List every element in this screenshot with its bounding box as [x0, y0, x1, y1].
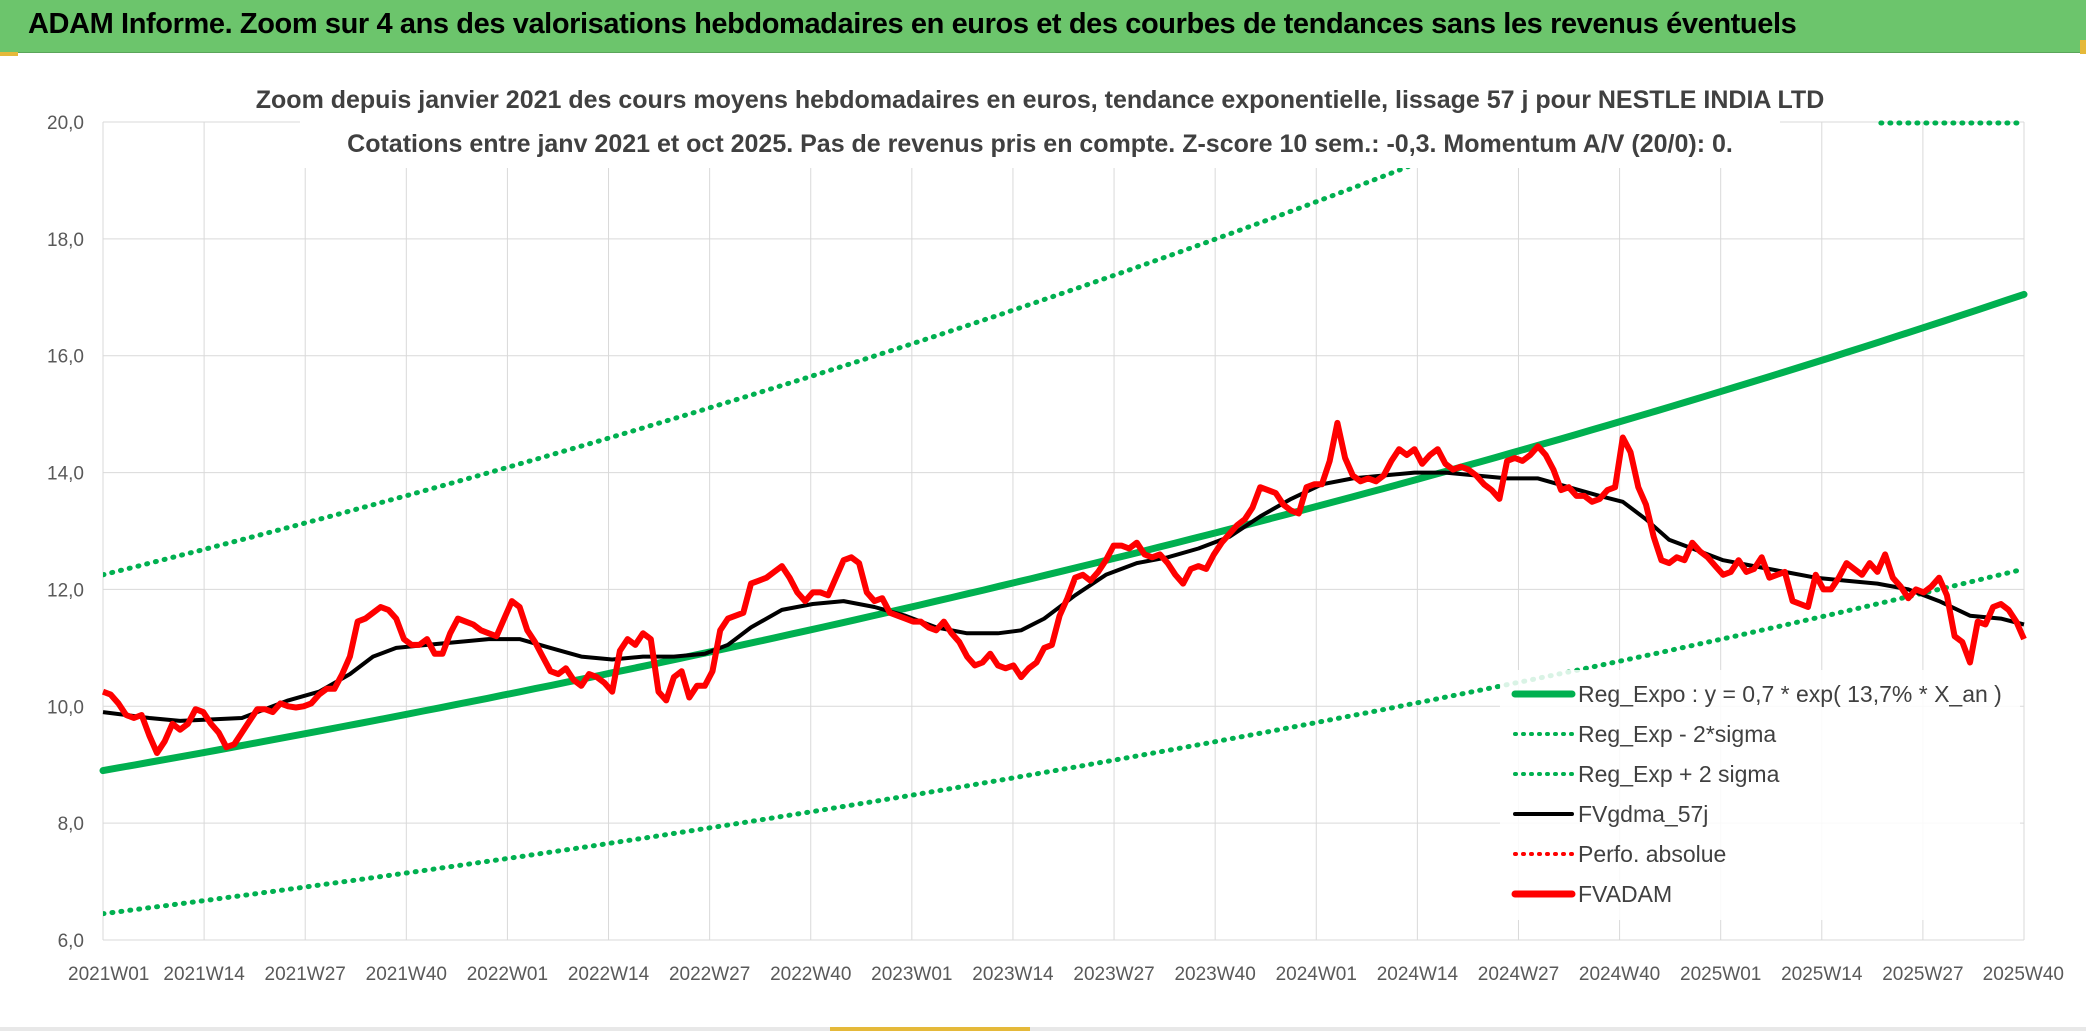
y-tick-label: 14,0 — [47, 464, 84, 485]
series-layer — [101, 419, 2027, 756]
y-tick-label: 16,0 — [47, 347, 84, 368]
band-group — [103, 122, 2024, 917]
x-tick-label: 2021W14 — [163, 964, 245, 985]
y-tick-label: 20,0 — [47, 113, 84, 134]
grid — [102, 121, 2025, 941]
x-tick-label: 2022W40 — [770, 964, 851, 985]
y-tick-label: 8,0 — [58, 814, 84, 835]
legend-background — [1500, 670, 2020, 920]
y-tick-label: 10,0 — [47, 697, 84, 718]
trend-line-layer — [99, 290, 2028, 775]
x-tick-label: 2025W14 — [1781, 964, 1863, 985]
band-lower-line — [103, 566, 2024, 917]
x-tick-label: 2021W27 — [265, 964, 346, 985]
legend-label: Perfo. absolue — [1578, 841, 1726, 867]
chart-frame: Zoom depuis janvier 2021 des cours moyen… — [0, 54, 2086, 1031]
x-tick-label: 2025W01 — [1680, 964, 1761, 985]
y-tick-label: 12,0 — [47, 580, 84, 601]
legend-label: FVADAM — [1578, 881, 1672, 907]
x-tick-label: 2023W27 — [1073, 964, 1154, 985]
x-tick-label: 2024W27 — [1478, 964, 1559, 985]
bottom-rule — [0, 1027, 2086, 1031]
legend-label: Reg_Expo : y = 0,7 * exp( 13,7% * X_an ) — [1578, 681, 2002, 707]
x-tick-label: 2022W01 — [467, 964, 548, 985]
legend-label: Reg_Exp - 2*sigma — [1578, 721, 1776, 747]
x-tick-label: 2023W14 — [972, 964, 1054, 985]
trend-bands — [103, 120, 2027, 917]
header-banner: ADAM Informe. Zoom sur 4 ans des valoris… — [0, 0, 2086, 53]
x-tick-label: 2023W01 — [871, 964, 952, 985]
chart-title-line-1: Zoom depuis janvier 2021 des cours moyen… — [256, 86, 1825, 114]
chart-title: Zoom depuis janvier 2021 des cours moyen… — [256, 76, 1825, 168]
y-tick-label: 6,0 — [58, 931, 84, 952]
x-tick-label: 2021W01 — [68, 964, 149, 985]
x-tick-label: 2024W01 — [1276, 964, 1357, 985]
x-tick-label: 2024W40 — [1579, 964, 1660, 985]
y-tick-label: 18,0 — [47, 230, 84, 251]
chart-title-line-2: Cotations entre janv 2021 et oct 2025. P… — [347, 130, 1733, 158]
axes: 6,0 8,0 10,0 12,0 14,0 16,0 18,0 20,0 2021W01 202… — [47, 113, 2064, 985]
series-line-fvadam — [101, 419, 2027, 756]
legend: Reg_Expo : y = 0,7 * exp( 13,7% * X_an )… — [1500, 670, 2020, 920]
band-upper-line — [103, 122, 1528, 578]
chart: Zoom depuis janvier 2021 des cours moyen… — [47, 76, 2064, 985]
x-tick-label: 2025W40 — [1983, 964, 2064, 985]
x-tick-label: 2021W40 — [366, 964, 447, 985]
corner-mark-right — [2080, 40, 2086, 54]
page-title: ADAM Informe. Zoom sur 4 ans des valoris… — [28, 8, 1797, 40]
trend-line — [99, 290, 2028, 775]
x-tick-label: 2022W27 — [669, 964, 750, 985]
x-tick-label: 2024W14 — [1377, 964, 1459, 985]
x-tick-label: 2025W27 — [1882, 964, 1963, 985]
bottom-accent — [830, 1027, 1030, 1031]
x-tick-label: 2023W40 — [1174, 964, 1255, 985]
corner-mark-left — [0, 52, 18, 56]
title-background — [300, 76, 1780, 168]
legend-label: FVgdma_57j — [1578, 801, 1708, 827]
legend-label: Reg_Exp + 2 sigma — [1578, 761, 1780, 787]
x-tick-label: 2022W14 — [568, 964, 650, 985]
